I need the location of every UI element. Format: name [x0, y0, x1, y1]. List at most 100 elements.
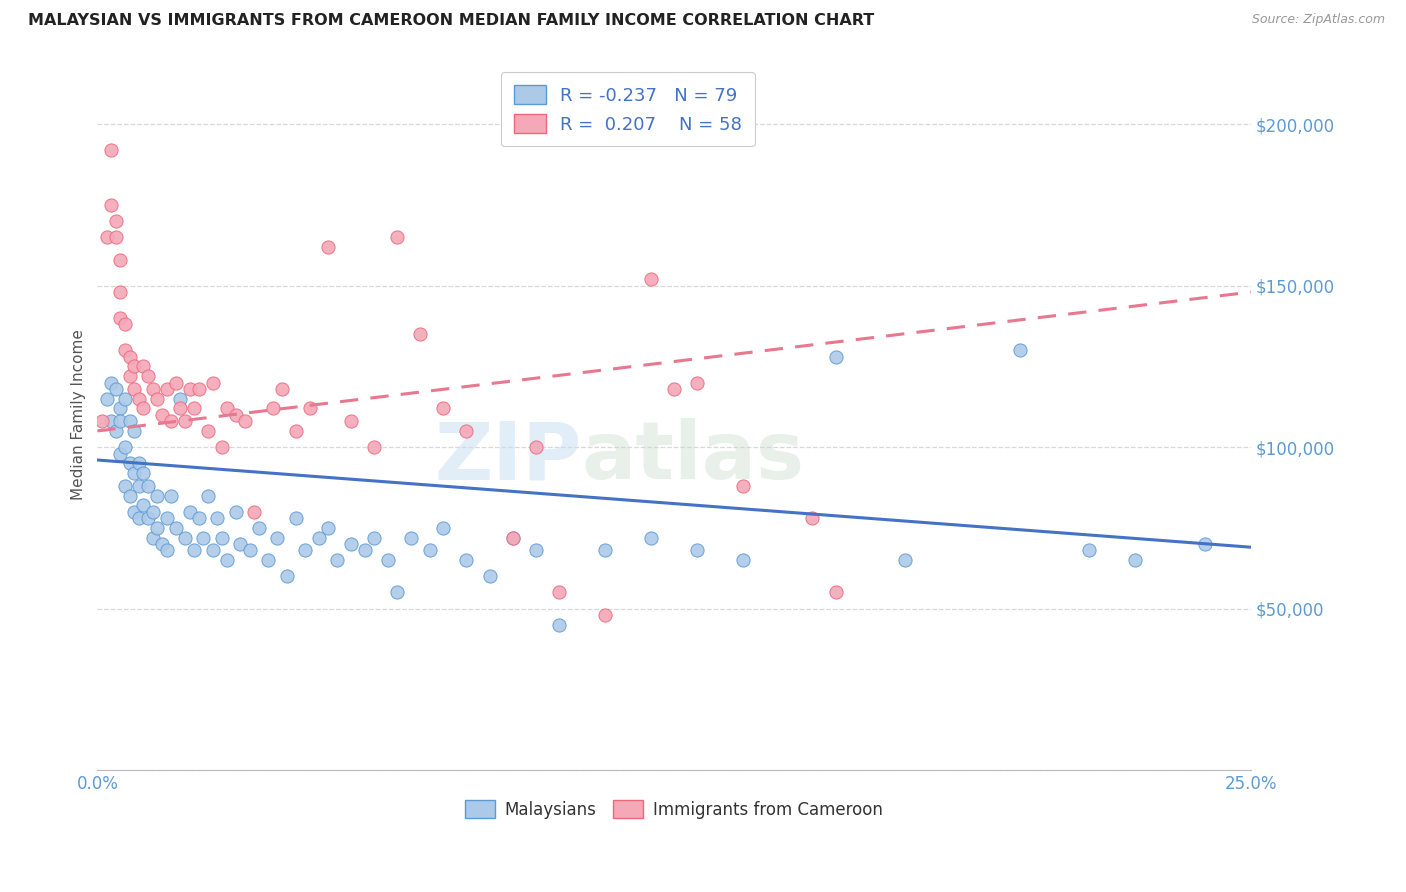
Point	[110, 252, 132, 267]
Point	[1078, 543, 1101, 558]
Point	[122, 424, 145, 438]
Point	[169, 392, 191, 406]
Point	[239, 543, 262, 558]
Point	[187, 382, 209, 396]
Point	[354, 543, 377, 558]
Point	[114, 479, 136, 493]
Point	[132, 401, 155, 416]
Point	[179, 505, 201, 519]
Point	[243, 505, 266, 519]
Point	[640, 272, 662, 286]
Point	[104, 382, 127, 396]
Point	[110, 285, 132, 299]
Point	[136, 369, 159, 384]
Point	[128, 456, 150, 470]
Point	[160, 489, 183, 503]
Point	[284, 511, 307, 525]
Point	[136, 511, 159, 525]
Point	[432, 521, 454, 535]
Point	[547, 617, 569, 632]
Point	[91, 414, 114, 428]
Point	[733, 553, 755, 567]
Point	[276, 569, 298, 583]
Point	[308, 531, 330, 545]
Point	[169, 401, 191, 416]
Point	[150, 408, 173, 422]
Point	[211, 531, 233, 545]
Point	[150, 537, 173, 551]
Point	[215, 553, 238, 567]
Point	[197, 424, 219, 438]
Text: ZIP: ZIP	[434, 418, 582, 497]
Point	[128, 479, 150, 493]
Point	[183, 543, 205, 558]
Point	[824, 350, 846, 364]
Point	[104, 230, 127, 244]
Point	[128, 511, 150, 525]
Point	[409, 327, 432, 342]
Point	[524, 440, 547, 454]
Point	[174, 414, 197, 428]
Point	[122, 505, 145, 519]
Point	[593, 543, 616, 558]
Point	[118, 456, 141, 470]
Text: MALAYSIAN VS IMMIGRANTS FROM CAMEROON MEDIAN FAMILY INCOME CORRELATION CHART: MALAYSIAN VS IMMIGRANTS FROM CAMEROON ME…	[28, 13, 875, 29]
Point	[316, 521, 339, 535]
Point	[160, 414, 183, 428]
Point	[132, 359, 155, 374]
Point	[122, 382, 145, 396]
Point	[197, 489, 219, 503]
Point	[118, 414, 141, 428]
Point	[686, 543, 709, 558]
Point	[96, 230, 118, 244]
Point	[146, 489, 169, 503]
Point	[114, 343, 136, 358]
Text: Source: ZipAtlas.com: Source: ZipAtlas.com	[1251, 13, 1385, 27]
Point	[132, 498, 155, 512]
Point	[662, 382, 685, 396]
Point	[183, 401, 205, 416]
Point	[146, 392, 169, 406]
Point	[165, 521, 187, 535]
Point	[110, 414, 132, 428]
Point	[387, 230, 409, 244]
Point	[118, 350, 141, 364]
Point	[118, 489, 141, 503]
Point	[502, 531, 524, 545]
Point	[893, 553, 915, 567]
Point	[187, 511, 209, 525]
Point	[247, 521, 270, 535]
Point	[233, 414, 256, 428]
Point	[340, 414, 363, 428]
Point	[363, 531, 385, 545]
Point	[193, 531, 215, 545]
Point	[270, 382, 292, 396]
Point	[100, 143, 122, 157]
Point	[100, 198, 122, 212]
Point	[128, 392, 150, 406]
Point	[201, 376, 224, 390]
Point	[733, 479, 755, 493]
Point	[801, 511, 824, 525]
Point	[118, 369, 141, 384]
Point	[225, 505, 247, 519]
Point	[114, 318, 136, 332]
Point	[132, 466, 155, 480]
Point	[326, 553, 349, 567]
Point	[1010, 343, 1032, 358]
Point	[284, 424, 307, 438]
Point	[122, 359, 145, 374]
Point	[179, 382, 201, 396]
Point	[316, 240, 339, 254]
Point	[262, 401, 284, 416]
Point	[142, 531, 165, 545]
Point	[174, 531, 197, 545]
Point	[122, 466, 145, 480]
Point	[593, 607, 616, 622]
Point	[547, 585, 569, 599]
Point	[340, 537, 363, 551]
Point	[1125, 553, 1147, 567]
Point	[207, 511, 229, 525]
Point	[142, 382, 165, 396]
Point	[110, 401, 132, 416]
